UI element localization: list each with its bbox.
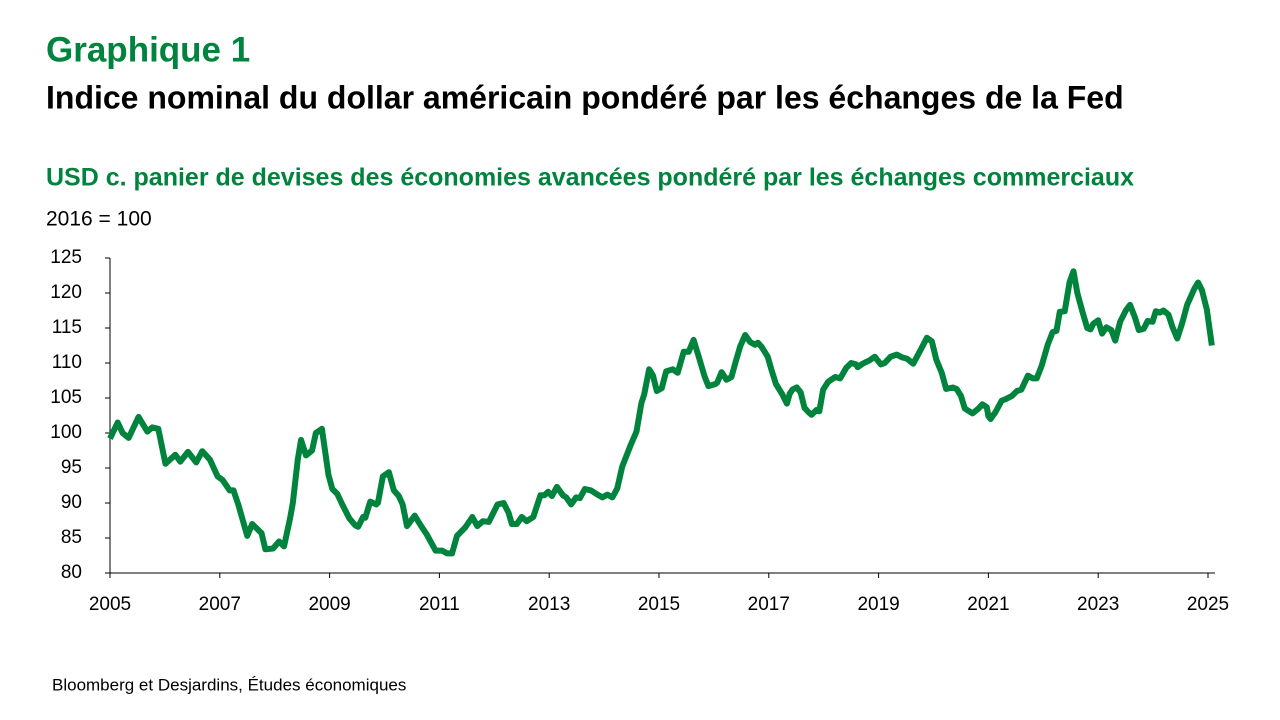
y-axis-label: 2016 = 100	[46, 208, 152, 231]
chart-subtitle: Indice nominal du dollar américain pondé…	[46, 79, 1124, 115]
x-tick-label: 2015	[638, 594, 680, 615]
x-tick-label: 2009	[308, 594, 350, 615]
x-tick-label: 2013	[528, 594, 570, 615]
y-tick-label: 105	[50, 387, 82, 408]
line	[107, 268, 1215, 557]
x-tick-label: 2007	[199, 594, 241, 615]
source: Bloomberg et Desjardins, Études économiq…	[52, 675, 406, 694]
chart-title: Graphique 1	[46, 30, 250, 69]
x-tick-label: 2025	[1187, 594, 1229, 615]
y-tick-label: 125	[50, 247, 82, 268]
y-tick-label: 85	[61, 527, 82, 548]
y-tick-label: 90	[61, 492, 82, 513]
x-tick-label: 2011	[419, 594, 460, 615]
chart-description: USD c. panier de devises des économies a…	[46, 164, 1134, 192]
y-tick-label: 120	[50, 282, 82, 303]
x-tick-label: 2021	[967, 594, 1009, 615]
y-tick-label: 110	[52, 352, 82, 373]
y-tick-label: 80	[61, 562, 82, 583]
y-tick-label: 95	[61, 457, 82, 478]
x-tick-label: 2005	[89, 594, 131, 615]
x-tick-label: 2017	[748, 594, 790, 615]
x-tick-label: 2019	[857, 594, 899, 615]
y-tick-label: 100	[50, 422, 82, 443]
y-tick-label: 115	[52, 317, 82, 338]
x-tick-label: 2023	[1077, 594, 1119, 615]
